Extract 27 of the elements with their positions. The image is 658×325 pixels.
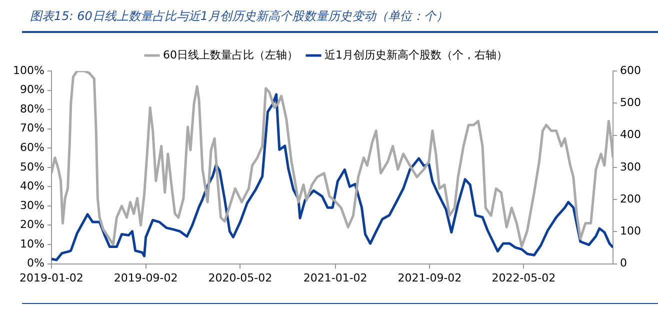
y2-tick-label: 200 (620, 192, 642, 206)
y2-tick-label: 600 (620, 64, 642, 77)
legend-label: 60日线上数量占比（左轴） (163, 48, 298, 62)
y-tick-label: 80% (20, 102, 44, 116)
y-tick-label: 40% (20, 180, 44, 193)
y-tick-label: 20% (20, 218, 44, 232)
y2-tick-label: 0 (620, 256, 628, 270)
y2-tick-label: 400 (620, 128, 642, 142)
legend-label: 近1月创历史新高个股数（个，右轴） (324, 48, 508, 62)
y-tick-label: 50% (20, 160, 44, 174)
y-tick-label: 0% (26, 256, 44, 270)
y-tick-label: 90% (20, 83, 44, 96)
x-tick-label: 2020-05-02 (208, 271, 272, 284)
x-tick-label: 2021-09-02 (398, 271, 462, 284)
y-tick-label: 30% (20, 198, 44, 212)
x-tick-label: 2019-01-02 (19, 271, 84, 284)
y-tick-label: 60% (20, 140, 44, 154)
y2-tick-label: 100 (620, 224, 642, 238)
y-tick-label: 70% (20, 122, 44, 135)
y-tick-label: 10% (20, 237, 44, 250)
y2-tick-label: 500 (620, 96, 642, 109)
x-tick-label: 2022-05-02 (492, 271, 556, 284)
x-tick-label: 2021-01-02 (303, 271, 368, 284)
x-tick-label: 2019-09-02 (114, 271, 178, 284)
chart-title: 图表15: 60日线上数量占比与近1月创历史新高个股数量历史变动（单位：个） (30, 8, 448, 25)
y2-tick-label: 300 (620, 160, 642, 174)
y-tick-label: 100% (12, 64, 44, 77)
